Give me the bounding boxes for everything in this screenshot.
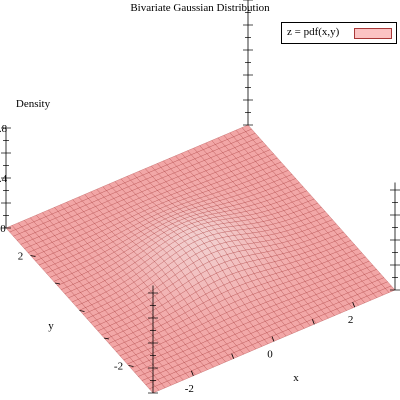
z-tick-label: .8	[0, 123, 8, 135]
y-tick	[30, 255, 36, 257]
y-tick	[54, 282, 61, 285]
surface-mesh	[5, 124, 396, 394]
y-tick	[103, 337, 110, 340]
y-tick-label: 2	[18, 251, 24, 263]
chart-title: Bivariate Gaussian Distribution	[130, 2, 270, 14]
y-axis-label: y	[48, 320, 54, 332]
y-tick-label: -2	[114, 361, 123, 373]
x-tick	[311, 319, 315, 325]
legend-entry-label: z = pdf(x,y)	[287, 26, 340, 38]
x-tick-label: -2	[185, 383, 194, 395]
z-tick-label: .4	[0, 173, 8, 185]
x-tick	[190, 370, 194, 376]
surface-cell	[149, 386, 160, 394]
x-tick	[231, 353, 235, 359]
x-axis-label: x	[293, 372, 299, 384]
x-tick	[271, 336, 275, 342]
y-tick	[128, 365, 134, 367]
legend-swatch	[354, 28, 392, 39]
tick-labels: -2 0 2 -2 2 0 .4 .8	[0, 123, 353, 395]
legend: z = pdf(x,y)	[281, 22, 397, 44]
z-axis-label: Density	[16, 98, 51, 110]
y-tick	[79, 310, 85, 312]
x-tick-label: 0	[267, 349, 273, 361]
x-tick-label: 2	[348, 314, 354, 326]
z-tick-label: 0	[0, 223, 6, 235]
x-tick	[352, 302, 356, 308]
